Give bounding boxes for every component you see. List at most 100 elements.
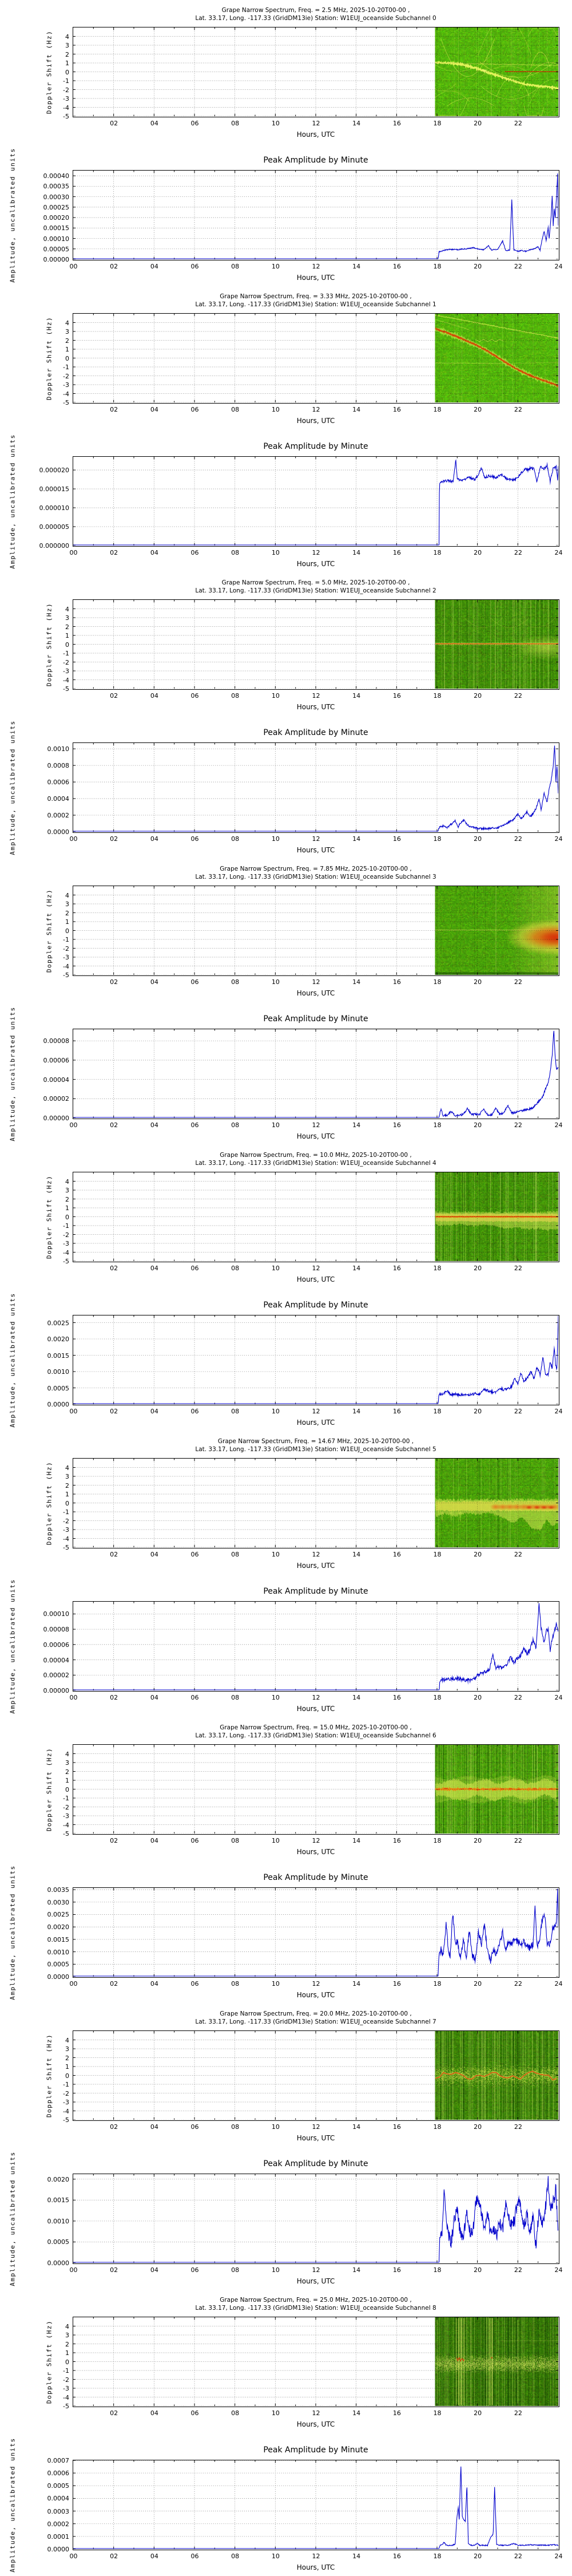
x-tick-label: 08	[231, 835, 240, 843]
x-tick-label: 04	[150, 1121, 158, 1129]
y-tick-label: 2	[65, 909, 69, 917]
y-tick-label: 0.00002	[43, 1095, 70, 1103]
x-tick-label: 14	[352, 1837, 361, 1844]
y-tick-label: -2	[63, 1803, 69, 1811]
y-tick-label: -3	[63, 1240, 69, 1247]
x-tick-label: 22	[514, 2266, 522, 2274]
y-tick-label: 0.000015	[39, 485, 70, 493]
spectrogram-title-line1: Grape Narrow Spectrum, Freq. = 15.0 MHz,…	[220, 1724, 412, 1731]
y-tick-label: -5	[63, 399, 69, 406]
y-tick-label: 4	[65, 1464, 69, 1472]
plot-area	[73, 1601, 559, 1692]
y-tick-label: 0.00000	[43, 1115, 70, 1122]
x-tick-label: 20	[474, 1837, 482, 1844]
x-tick-label: 22	[514, 978, 522, 986]
x-tick-label: 24	[554, 1980, 563, 1988]
y-tick-label: 4	[65, 2322, 69, 2330]
y-tick-label: -2	[63, 2376, 69, 2384]
y-tick-label: -1	[63, 77, 69, 85]
x-tick-label: 04	[150, 2266, 158, 2274]
y-tick-label: 0.0001	[47, 2532, 70, 2541]
y-tick-label: 2	[65, 1195, 69, 1203]
y-tick-label: 0.000000	[39, 542, 70, 550]
x-tick-label: 20	[474, 2553, 482, 2560]
y-tick-label: -2	[63, 86, 69, 94]
y-tick-label: 0.0008	[47, 762, 70, 770]
y-tick-label: 2	[65, 623, 69, 631]
x-axis-label: Hours, UTC	[296, 131, 335, 139]
x-tick-label: 10	[271, 835, 280, 843]
y-tick-label: 3	[65, 2332, 69, 2339]
amplitude-canvas	[73, 171, 558, 259]
x-axis-label: Hours, UTC	[296, 417, 335, 425]
x-tick-label: 10	[271, 1265, 280, 1272]
x-tick-label: 22	[514, 2409, 522, 2417]
spectrogram-canvas	[73, 886, 558, 975]
y-tick-label: 2	[65, 337, 69, 345]
x-tick-label: 24	[554, 1694, 563, 1701]
spectrogram-block-subchannel-5: Grape Narrow Spectrum, Freq. = 14.67 MHz…	[0, 1431, 572, 1574]
x-tick-label: 14	[352, 1980, 361, 1988]
plot-area	[73, 1315, 559, 1405]
y-tick-label: 0.0020	[47, 1923, 70, 1931]
amplitude-title: Peak Amplitude by Minute	[263, 728, 368, 737]
x-tick-label: 20	[474, 1694, 482, 1701]
y-tick-label: -3	[63, 667, 69, 675]
y-tick-label: 0.0000	[47, 2259, 70, 2267]
x-tick-label: 16	[392, 2266, 401, 2274]
x-axis-label: Hours, UTC	[296, 1705, 335, 1713]
spectrogram-block-subchannel-4: Grape Narrow Spectrum, Freq. = 10.0 MHz,…	[0, 1145, 572, 1288]
y-tick-label: 0	[65, 68, 69, 76]
x-tick-label: 24	[554, 835, 563, 843]
x-tick-label: 16	[392, 2553, 401, 2560]
x-tick-label: 14	[352, 120, 361, 127]
plot-area	[73, 2174, 559, 2264]
y-tick-label: 0.0005	[47, 2238, 70, 2246]
y-tick-label: -3	[63, 2385, 69, 2392]
x-tick-label: 16	[392, 2409, 401, 2417]
x-tick-label: 08	[231, 263, 240, 270]
x-tick-label: 04	[150, 263, 158, 270]
y-tick-label: 0.0000	[47, 2546, 70, 2553]
x-tick-label: 04	[150, 1694, 158, 1701]
y-tick-label: 0.0002	[47, 812, 70, 820]
y-tick-label: 0.0004	[47, 2495, 70, 2503]
x-tick-label: 18	[433, 2123, 442, 2131]
amplitude-canvas	[73, 1888, 558, 1977]
y-tick-label: 0.00008	[43, 1626, 70, 1634]
x-tick-label: 02	[110, 263, 118, 270]
x-tick-label: 06	[190, 120, 199, 127]
x-tick-label: 20	[474, 1408, 482, 1415]
x-tick-label: 00	[69, 263, 78, 270]
x-tick-label: 08	[231, 2123, 240, 2131]
x-tick-label: 04	[150, 692, 158, 700]
plot-area	[73, 456, 559, 547]
x-tick-label: 16	[392, 1694, 401, 1701]
x-tick-label: 06	[190, 1121, 199, 1129]
x-tick-label: 10	[271, 2123, 280, 2131]
y-tick-label: 3	[65, 2045, 69, 2053]
x-tick-label: 06	[190, 2553, 199, 2560]
x-tick-label: 22	[514, 1265, 522, 1272]
y-tick-label: 0.0002	[47, 2520, 70, 2528]
x-tick-label: 06	[190, 406, 199, 413]
x-tick-label: 14	[352, 692, 361, 700]
x-tick-label: 12	[312, 692, 320, 700]
y-tick-label: -3	[63, 95, 69, 102]
spectrogram-canvas	[73, 2031, 558, 2120]
y-tick-label: 0	[65, 927, 69, 935]
x-tick-label: 12	[312, 263, 320, 270]
y-tick-label: -4	[63, 2393, 69, 2401]
y-tick-label: 1	[65, 60, 69, 67]
x-tick-label: 14	[352, 1265, 361, 1272]
x-tick-label: 10	[271, 1694, 280, 1701]
x-tick-label: 16	[392, 2123, 401, 2131]
x-tick-label: 12	[312, 978, 320, 986]
x-axis-label: Hours, UTC	[296, 703, 335, 711]
x-tick-label: 04	[150, 978, 158, 986]
x-tick-label: 06	[190, 1837, 199, 1844]
x-tick-label: 06	[190, 549, 199, 556]
y-tick-label: 0.0015	[47, 1935, 70, 1943]
x-tick-label: 02	[110, 1408, 118, 1415]
x-tick-label: 12	[312, 2266, 320, 2274]
